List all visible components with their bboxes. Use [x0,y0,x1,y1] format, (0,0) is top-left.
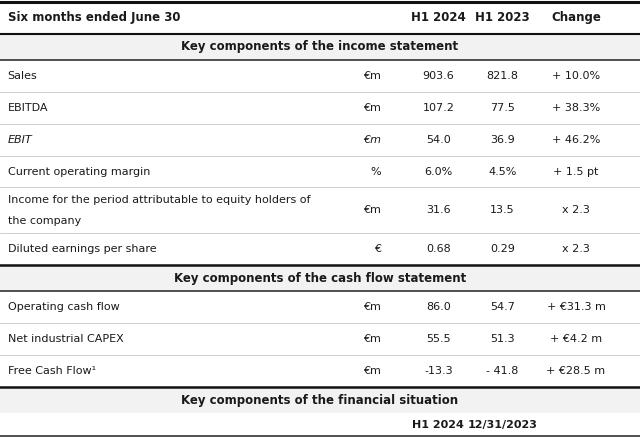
Text: + 38.3%: + 38.3% [552,103,600,113]
Text: €m: €m [363,302,381,312]
Text: Change: Change [551,11,601,24]
Text: the company: the company [8,215,81,225]
Bar [0,34,640,60]
Text: - 41.8: - 41.8 [486,366,518,376]
Text: H1 2024: H1 2024 [411,11,466,24]
Text: + 10.0%: + 10.0% [552,71,600,81]
Text: Current operating margin: Current operating margin [8,166,150,177]
Text: H1 2023: H1 2023 [475,11,530,24]
Text: €m: €m [363,205,381,215]
Text: Sales: Sales [8,71,37,81]
Bar [0,265,640,291]
Text: 77.5: 77.5 [490,103,515,113]
Text: 903.6: 903.6 [422,71,454,81]
Text: 107.2: 107.2 [422,103,454,113]
Text: Free Cash Flow¹: Free Cash Flow¹ [8,366,96,376]
Bar [0,387,640,413]
Text: Key components of the cash flow statement: Key components of the cash flow statemen… [174,272,466,285]
Text: %: % [370,166,381,177]
Text: €m: €m [363,366,381,376]
Text: Income for the period attributable to equity holders of: Income for the period attributable to eq… [8,195,310,205]
Text: 0.29: 0.29 [490,244,515,254]
Text: €: € [374,244,381,254]
Text: Diluted earnings per share: Diluted earnings per share [8,244,156,254]
Text: €m: €m [363,103,381,113]
Text: 12/31/2023: 12/31/2023 [467,420,538,430]
Text: 55.5: 55.5 [426,334,451,344]
Text: EBITDA: EBITDA [8,103,48,113]
Text: €m: €m [363,71,381,81]
Text: + €4.2 m: + €4.2 m [550,334,602,344]
Text: EBIT: EBIT [8,135,32,145]
Text: Net industrial CAPEX: Net industrial CAPEX [8,334,124,344]
Text: Operating cash flow: Operating cash flow [8,302,120,312]
Text: 4.5%: 4.5% [488,166,516,177]
Text: 0.68: 0.68 [426,244,451,254]
Text: 86.0: 86.0 [426,302,451,312]
Text: -13.3: -13.3 [424,366,452,376]
Text: 31.6: 31.6 [426,205,451,215]
Text: Six months ended June 30: Six months ended June 30 [8,11,180,24]
Text: €m: €m [363,334,381,344]
Text: 6.0%: 6.0% [424,166,452,177]
Text: 821.8: 821.8 [486,71,518,81]
Text: x 2.3: x 2.3 [562,205,590,215]
Text: 51.3: 51.3 [490,334,515,344]
Text: 54.0: 54.0 [426,135,451,145]
Text: + €28.5 m: + €28.5 m [547,366,605,376]
Text: Key components of the financial situation: Key components of the financial situatio… [181,394,459,407]
Text: + €31.3 m: + €31.3 m [547,302,605,312]
Text: 54.7: 54.7 [490,302,515,312]
Text: 36.9: 36.9 [490,135,515,145]
Text: + 46.2%: + 46.2% [552,135,600,145]
Text: x 2.3: x 2.3 [562,244,590,254]
Bar [0,413,640,436]
Text: Key components of the income statement: Key components of the income statement [181,40,459,53]
Text: €m: €m [363,135,381,145]
Text: 13.5: 13.5 [490,205,515,215]
Text: H1 2024: H1 2024 [412,420,465,430]
Text: + 1.5 pt: + 1.5 pt [554,166,598,177]
